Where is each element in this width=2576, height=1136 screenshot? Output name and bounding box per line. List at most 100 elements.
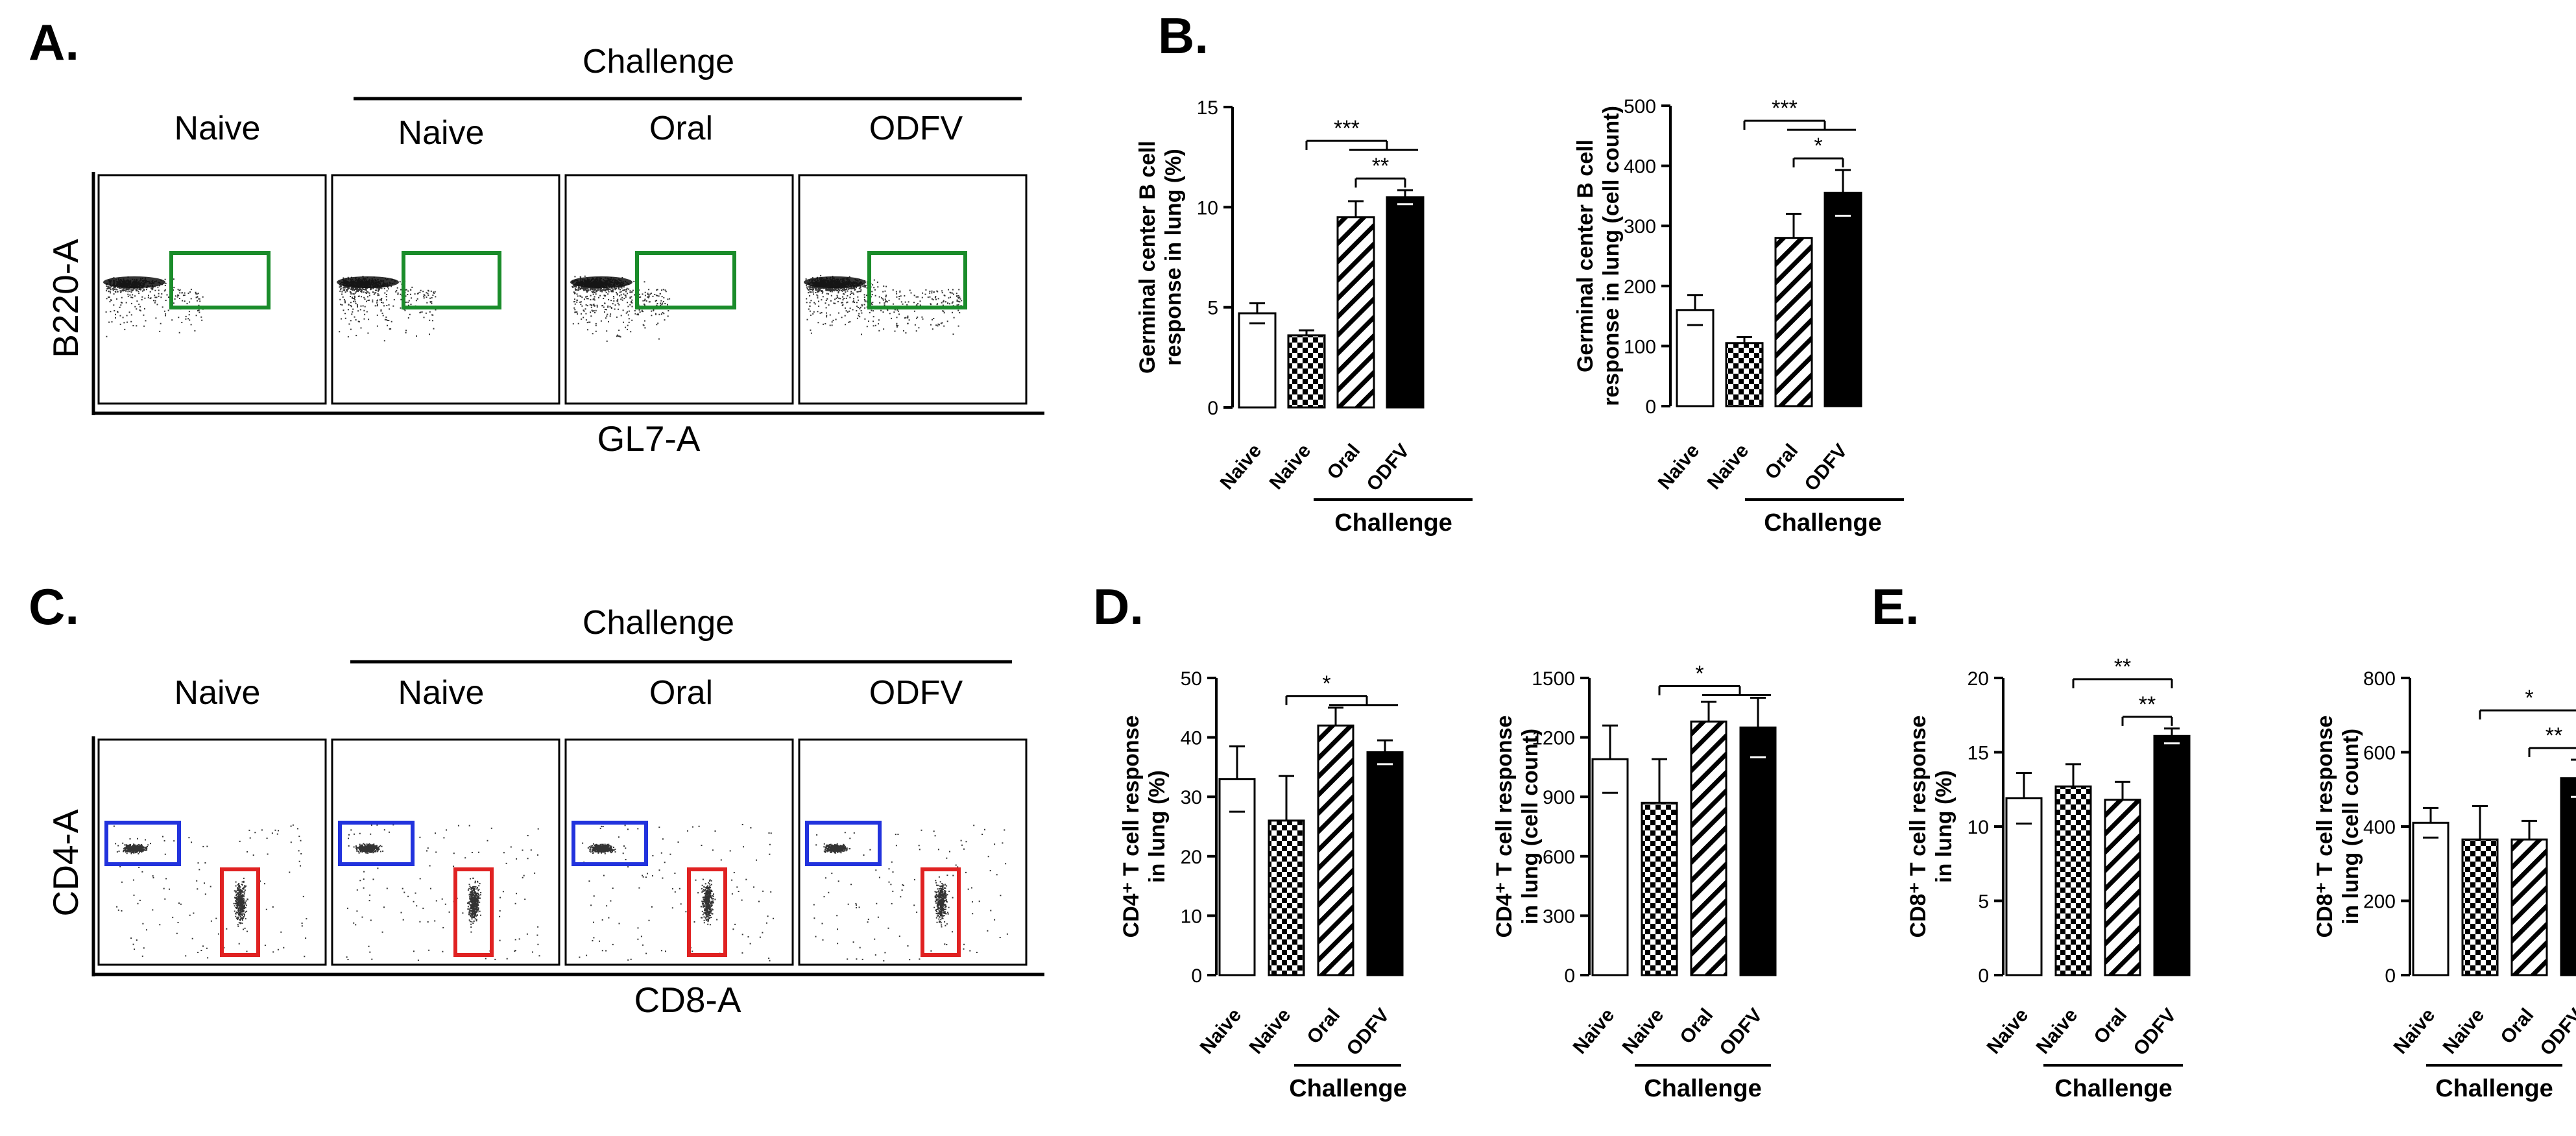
- y-axis-title-line: CD8⁺ T cell response: [1906, 716, 1931, 938]
- gc-b-cell-gate: [169, 251, 271, 309]
- y-tick-label: 900: [1543, 787, 1575, 808]
- bar-1: [1641, 801, 1678, 976]
- panel-a-flow: Challenge Naive Naive Oral ODFV B220-A G…: [45, 43, 1044, 459]
- bar-chart-d2: 0 300 600 900 1200 1500 CD4⁺ T cell response in…: [1492, 662, 1777, 1102]
- panel-label-b: B.: [1158, 7, 1209, 64]
- bar-1: [1268, 819, 1305, 976]
- x-category-label: Naive: [1266, 440, 1316, 494]
- y-tick-label: 5: [1978, 891, 1989, 913]
- y-tick-label: 800: [2363, 668, 2396, 690]
- challenge-group-label: Challenge: [2054, 1075, 2173, 1102]
- group-label-odfv: ODFV: [869, 110, 963, 147]
- y-axis-title-line: Germinal center B cell: [1573, 139, 1598, 372]
- flow-core: [570, 276, 632, 288]
- challenge-group-label: Challenge: [1644, 1075, 1762, 1102]
- bar-chart-b2: 0 100 200 300 400 500 Germinal center B cell re…: [1573, 96, 1904, 537]
- bar-2: [1690, 720, 1727, 976]
- y-tick-label: 50: [1181, 668, 1202, 690]
- bar-3: [2153, 734, 2191, 976]
- bar-0: [1238, 312, 1277, 409]
- bar-1: [1287, 334, 1326, 409]
- flow-core: [804, 276, 866, 288]
- y-tick-label: 20: [1968, 668, 1989, 690]
- y-tick-label: 400: [1624, 156, 1656, 178]
- flow-a-x-axis-title: GL7-A: [597, 418, 701, 459]
- bar-3: [1824, 191, 1862, 407]
- panel-label-d: D.: [1093, 578, 1144, 635]
- bar-2: [1336, 216, 1375, 409]
- y-tick-label: 30: [1181, 787, 1202, 808]
- x-category-label: Oral: [1303, 1004, 1344, 1048]
- bar-chart-b1: 0 5 10 15 Germinal center B cell response in …: [1135, 97, 1473, 537]
- significance-label: *: [2525, 686, 2533, 710]
- y-tick-label: 5: [1207, 298, 1218, 319]
- challenge-header-a: Challenge: [583, 43, 734, 80]
- bar-2: [1774, 237, 1813, 407]
- y-tick-label: 40: [1181, 728, 1202, 749]
- cd8-gate: [453, 867, 494, 957]
- x-category-label: Naive: [1246, 1004, 1295, 1058]
- y-tick-label: 0: [1207, 398, 1218, 419]
- y-tick-label: 15: [1197, 97, 1218, 119]
- bar-3: [1366, 751, 1404, 976]
- flow-events: [805, 274, 963, 335]
- y-tick-label: 0: [2385, 965, 2396, 987]
- y-tick-label: 0: [1978, 965, 1989, 987]
- significance-label: ***: [1334, 116, 1360, 141]
- x-category-label: Naive: [1983, 1004, 2033, 1058]
- y-axis-title-line: response in lung (%): [1161, 149, 1186, 365]
- significance-label: *: [1695, 662, 1703, 686]
- flow-a-y-axis-title: B220-A: [45, 239, 86, 358]
- significance-label: **: [2546, 723, 2562, 748]
- x-category-label: Naive: [1216, 440, 1266, 494]
- y-axis-title-line: response in lung (cell count): [1599, 106, 1624, 406]
- x-category-label: ODFV: [1363, 440, 1414, 495]
- bar-1: [1725, 342, 1764, 407]
- x-category-label: Naive: [1569, 1004, 1619, 1058]
- flow-plot-a-3: [798, 174, 1028, 405]
- flow-events: [105, 276, 204, 337]
- y-tick-label: 0: [1191, 965, 1202, 987]
- bar-0: [1591, 758, 1629, 976]
- bar-3: [1386, 196, 1425, 409]
- flow-plot-c-0: [97, 738, 327, 966]
- bar-chart-d1: 0 10 20 30 40 50 CD4⁺ T cell response in lung (…: [1119, 668, 1407, 1102]
- group-label-challenge-naive: Naive: [398, 114, 485, 152]
- gc-b-cell-gate: [867, 251, 967, 309]
- challenge-group-label: Challenge: [1764, 509, 1882, 537]
- flow-a-plots: [97, 174, 1028, 405]
- group-label-oral-c: Oral: [649, 674, 713, 712]
- bar-0: [2412, 821, 2450, 976]
- bar-2: [1317, 724, 1354, 976]
- x-category-label: ODFV: [2536, 1004, 2576, 1059]
- y-tick-label: 400: [2363, 817, 2396, 838]
- group-label-odfv-c: ODFV: [869, 674, 963, 712]
- y-tick-label: 20: [1181, 847, 1202, 868]
- y-tick-label: 10: [1197, 197, 1218, 219]
- y-axis-title-line: in lung (cell count): [2339, 729, 2363, 925]
- y-axis-title-line: Germinal center B cell: [1135, 141, 1160, 374]
- flow-c-x-axis-title: CD8-A: [634, 980, 741, 1020]
- x-category-label: Naive: [1196, 1004, 1246, 1058]
- flow-plot-a-1: [331, 174, 560, 405]
- significance-label: **: [2114, 655, 2131, 679]
- bar-chart-e2: 0 200 400 600 800 CD8⁺ T cell response in lung…: [2313, 668, 2576, 1102]
- gc-b-cell-gate: [635, 251, 736, 309]
- y-tick-label: 300: [1543, 906, 1575, 927]
- x-category-label: ODFV: [1343, 1004, 1394, 1059]
- bar-1: [2461, 838, 2499, 976]
- panel-label-e: E.: [1872, 578, 1920, 635]
- x-category-label: Oral: [1676, 1004, 1717, 1048]
- y-tick-label: 600: [2363, 743, 2396, 764]
- significance-label: *: [1322, 671, 1330, 696]
- y-axis-title-line: CD8⁺ T cell response: [2313, 716, 2337, 938]
- y-tick-label: 1500: [1532, 668, 1575, 690]
- y-axis-title-line: in lung (%): [1932, 770, 1956, 883]
- gc-b-cell-gate: [402, 251, 501, 309]
- flow-plot-frame: [798, 738, 1028, 966]
- group-label-naive-c: Naive: [175, 674, 261, 712]
- flow-events: [339, 276, 437, 342]
- x-category-label: Oral: [2496, 1004, 2538, 1048]
- flow-events: [572, 275, 671, 342]
- cd4-gate: [104, 821, 181, 866]
